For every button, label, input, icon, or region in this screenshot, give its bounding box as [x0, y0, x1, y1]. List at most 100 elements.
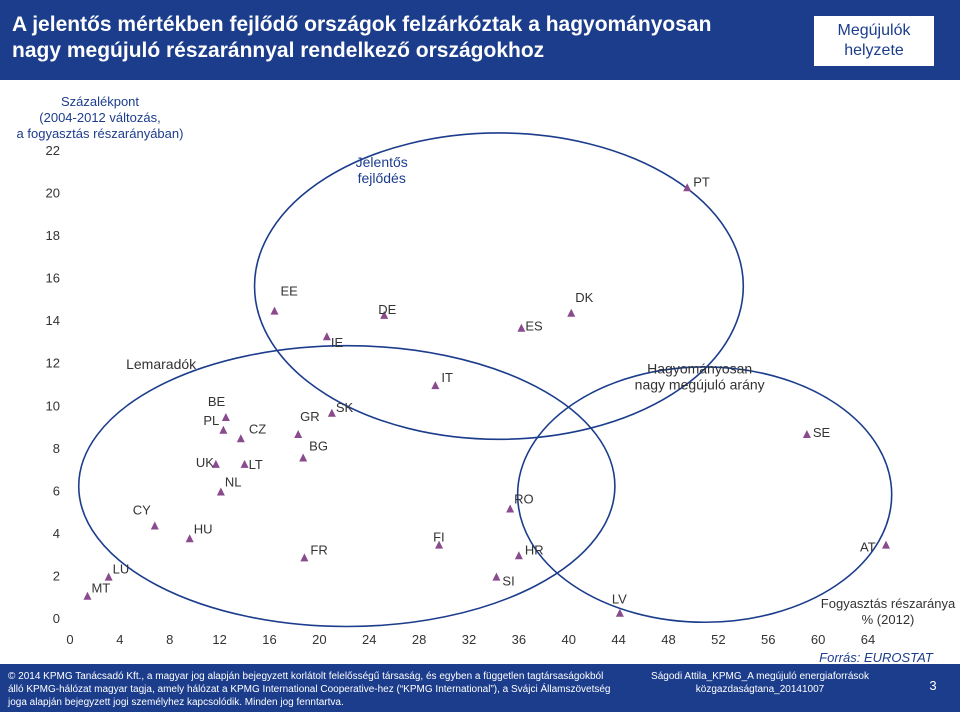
x-tick-label: 28 [412, 632, 426, 647]
x-tick-label: 24 [362, 632, 376, 647]
group-label: Jelentős fejlődés [356, 154, 408, 186]
marker-sk [327, 408, 336, 417]
y-tick-label: 22 [46, 143, 60, 158]
point-label-it: IT [441, 370, 453, 385]
marker-dk [567, 308, 576, 317]
group-label: Hagyományosan nagy megújuló arány [635, 360, 765, 392]
marker-pl [219, 425, 228, 434]
y-tick-label: 20 [46, 186, 60, 201]
marker-ro [506, 504, 515, 513]
slide-title: A jelentős mértékben fejlődő országok fe… [12, 13, 712, 62]
author-line: Ságodi Attila_KPMG_A megújuló energiafor… [651, 671, 869, 695]
point-label-gr: GR [300, 409, 320, 424]
point-label-ie: IE [331, 335, 344, 350]
point-label-uk: UK [196, 455, 214, 470]
x-tick-label: 20 [312, 632, 326, 647]
slide-footer: © 2014 KPMG Tanácsadó Kft., a magyar jog… [0, 664, 960, 712]
marker-fi [435, 540, 444, 549]
legal-notice: © 2014 KPMG Tanácsadó Kft., a magyar jog… [8, 671, 611, 708]
x-tick-label: 44 [611, 632, 625, 647]
section-badge: Megújulók helyzete [814, 16, 934, 66]
y-tick-label: 12 [46, 356, 60, 371]
marker-se [802, 430, 811, 439]
x-tick-label: 4 [116, 632, 123, 647]
marker-pt [683, 183, 692, 192]
y-tick-label: 10 [46, 398, 60, 413]
marker-lt [240, 459, 249, 468]
point-label-si: SI [502, 574, 514, 589]
point-label-lu: LU [113, 562, 130, 577]
y-tick-label: 4 [53, 526, 60, 541]
source-note: Forrás: EUROSTAT [819, 650, 934, 664]
point-label-ee: EE [280, 284, 298, 299]
point-label-lv: LV [612, 592, 627, 607]
x-tick-label: 36 [512, 632, 526, 647]
point-label-es: ES [525, 319, 543, 334]
marker-si [492, 572, 501, 581]
x-tick-label: 52 [711, 632, 725, 647]
point-label-fr: FR [310, 542, 327, 557]
marker-ee [270, 306, 279, 315]
x-tick-label: 0 [66, 632, 73, 647]
y-tick-label: 6 [53, 483, 60, 498]
marker-de [380, 310, 389, 319]
x-tick-label: 48 [661, 632, 675, 647]
point-label-ro: RO [514, 492, 534, 507]
marker-it [431, 381, 440, 390]
marker-hu [185, 534, 194, 543]
marker-at [882, 540, 890, 549]
point-label-at: AT [860, 540, 876, 555]
x-tick-label: 56 [761, 632, 775, 647]
point-label-bg: BG [309, 438, 328, 453]
scatter-chart: 0 4 8 12 16 20 24 28 32 36 40 44 48 52 56 60 64024681012… [46, 132, 956, 664]
page-number: 3 [929, 678, 937, 693]
y-tick-label: 2 [53, 568, 60, 583]
point-label-hr: HR [525, 542, 544, 557]
group-ellipse [253, 132, 745, 441]
group-label: Lemaradók [126, 356, 197, 372]
point-label-cy: CY [133, 503, 151, 518]
x-axis-title: Fogyasztás részaránya% (2012) [821, 596, 956, 627]
point-label-mt: MT [91, 581, 110, 596]
x-tick-label: 64 [861, 632, 875, 647]
y-tick-label: 16 [46, 271, 60, 286]
x-tick-label: 32 [462, 632, 476, 647]
point-label-nl: NL [225, 474, 242, 489]
marker-es [517, 323, 526, 332]
point-label-de: DE [378, 302, 396, 317]
point-label-be: BE [208, 394, 226, 409]
x-tick-label: 12 [212, 632, 226, 647]
marker-ie [322, 332, 331, 341]
marker-lu [104, 572, 113, 581]
y-axis-title: Százalékpont (2004-2012 változás, a fogy… [16, 94, 184, 141]
marker-cy [150, 521, 159, 530]
group-ellipse [516, 366, 893, 624]
marker-fr [300, 553, 309, 562]
y-tick-label: 14 [46, 313, 60, 328]
x-tick-label: 16 [262, 632, 276, 647]
marker-cz [236, 434, 245, 443]
x-tick-label: 60 [811, 632, 825, 647]
marker-bg [299, 453, 308, 462]
marker-hr [514, 551, 523, 560]
point-label-lt: LT [249, 457, 263, 472]
point-label-sk: SK [336, 400, 354, 415]
point-label-pt: PT [693, 174, 710, 189]
point-label-cz: CZ [249, 421, 266, 436]
y-tick-label: 0 [53, 611, 60, 626]
x-tick-label: 8 [166, 632, 173, 647]
point-label-dk: DK [575, 290, 593, 305]
x-tick-label: 40 [562, 632, 576, 647]
point-label-hu: HU [194, 521, 213, 536]
marker-gr [294, 430, 303, 439]
y-tick-label: 18 [46, 228, 60, 243]
marker-nl [216, 487, 225, 496]
marker-lv [615, 608, 624, 617]
marker-mt [83, 591, 92, 600]
marker-uk [211, 459, 220, 468]
point-label-se: SE [813, 425, 831, 440]
slide-header: A jelentős mértékben fejlődő országok fe… [0, 0, 960, 80]
marker-be [221, 413, 230, 422]
point-label-fi: FI [433, 530, 445, 545]
point-label-pl: PL [203, 413, 219, 428]
